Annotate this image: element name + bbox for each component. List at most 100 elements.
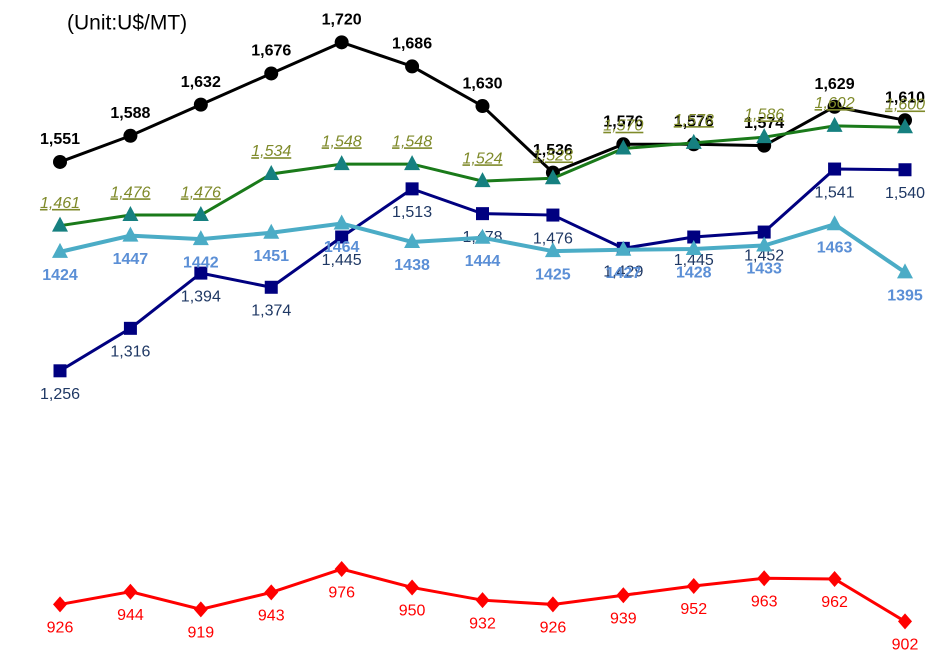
data-label: 1,586 bbox=[744, 106, 784, 123]
data-label: 1,429 bbox=[603, 264, 643, 281]
marker bbox=[475, 592, 490, 609]
marker bbox=[404, 155, 421, 171]
marker bbox=[53, 596, 67, 613]
data-label: 952 bbox=[680, 601, 707, 618]
data-label: 1,452 bbox=[744, 247, 784, 264]
marker bbox=[827, 99, 842, 114]
marker bbox=[194, 266, 208, 280]
data-label: 1,570 bbox=[603, 118, 643, 135]
marker bbox=[404, 232, 421, 248]
data-label: 1,445 bbox=[674, 252, 714, 269]
marker bbox=[264, 66, 279, 81]
data-label: 1,548 bbox=[322, 133, 362, 150]
data-label: 1,574 bbox=[744, 115, 784, 132]
data-label: 1425 bbox=[535, 266, 571, 283]
data-label: 1,394 bbox=[181, 288, 221, 305]
marker bbox=[897, 263, 913, 279]
marker bbox=[474, 228, 491, 244]
data-label: 1,610 bbox=[885, 89, 925, 106]
marker bbox=[476, 207, 489, 221]
marker bbox=[123, 128, 138, 143]
data-label: 1451 bbox=[253, 248, 289, 265]
data-label: 943 bbox=[258, 608, 285, 625]
marker bbox=[264, 584, 279, 601]
marker bbox=[52, 216, 68, 232]
data-label: 1,476 bbox=[181, 184, 221, 201]
data-label: 1,686 bbox=[392, 36, 432, 53]
data-label: 1424 bbox=[42, 267, 78, 284]
data-label: 950 bbox=[399, 603, 426, 620]
data-label: 944 bbox=[117, 607, 144, 624]
data-label: 1,630 bbox=[462, 75, 502, 92]
data-label: 1,534 bbox=[251, 143, 291, 160]
data-label: 1,548 bbox=[392, 133, 432, 150]
data-label: 1,536 bbox=[533, 142, 573, 159]
data-label: 1,524 bbox=[462, 150, 502, 167]
marker bbox=[828, 162, 842, 176]
marker bbox=[405, 579, 420, 596]
marker bbox=[122, 206, 139, 222]
marker bbox=[474, 172, 491, 188]
marker bbox=[616, 587, 631, 604]
data-label: 939 bbox=[610, 610, 637, 627]
marker bbox=[897, 118, 913, 134]
data-label: 1,720 bbox=[322, 12, 362, 29]
marker bbox=[545, 596, 560, 613]
marker bbox=[333, 155, 350, 171]
data-label: 1,632 bbox=[181, 74, 221, 91]
data-label: 1,461 bbox=[40, 195, 80, 212]
marker bbox=[123, 583, 138, 600]
data-label: 919 bbox=[187, 625, 214, 642]
marker bbox=[826, 215, 843, 231]
data-label: 1,476 bbox=[110, 184, 150, 201]
marker bbox=[757, 570, 772, 587]
data-label: 1,513 bbox=[392, 204, 432, 221]
data-label: 1427 bbox=[606, 265, 642, 282]
data-label: 1,445 bbox=[322, 252, 362, 269]
data-label: 1,600 bbox=[885, 96, 925, 113]
data-label: 1,551 bbox=[40, 131, 80, 148]
marker bbox=[898, 613, 912, 630]
data-label: 976 bbox=[328, 584, 355, 601]
data-label: 1438 bbox=[394, 257, 430, 274]
marker bbox=[192, 206, 209, 222]
data-label: 1,602 bbox=[815, 95, 855, 112]
marker bbox=[123, 321, 137, 335]
marker bbox=[685, 133, 702, 149]
data-label: 932 bbox=[469, 615, 496, 632]
data-label: 1,540 bbox=[885, 185, 925, 202]
data-label: 1442 bbox=[183, 254, 219, 271]
data-label: 1464 bbox=[324, 239, 360, 256]
marker bbox=[687, 230, 701, 244]
data-label: 1447 bbox=[113, 251, 149, 268]
marker bbox=[193, 97, 208, 112]
data-label: 1433 bbox=[746, 261, 782, 278]
data-label: 1,256 bbox=[40, 386, 80, 403]
data-label: 963 bbox=[751, 593, 778, 610]
marker bbox=[757, 225, 771, 239]
marker bbox=[898, 163, 912, 177]
marker bbox=[405, 59, 420, 74]
marker bbox=[756, 128, 773, 144]
marker bbox=[334, 561, 349, 578]
marker bbox=[53, 154, 67, 169]
marker bbox=[615, 139, 632, 155]
marker bbox=[405, 182, 419, 196]
data-label: 1,578 bbox=[674, 112, 714, 129]
marker bbox=[544, 242, 561, 258]
data-label: 926 bbox=[540, 620, 567, 637]
marker bbox=[193, 601, 208, 618]
marker bbox=[827, 570, 842, 587]
marker bbox=[52, 242, 68, 258]
marker bbox=[475, 99, 490, 114]
data-label: 1,576 bbox=[603, 113, 643, 130]
marker bbox=[192, 230, 209, 246]
marker bbox=[756, 236, 773, 252]
marker bbox=[334, 35, 349, 50]
data-label: 1,576 bbox=[674, 113, 714, 130]
data-label: 1428 bbox=[676, 264, 712, 281]
data-label: 1,374 bbox=[251, 302, 291, 319]
marker bbox=[544, 169, 561, 185]
marker bbox=[333, 214, 350, 230]
